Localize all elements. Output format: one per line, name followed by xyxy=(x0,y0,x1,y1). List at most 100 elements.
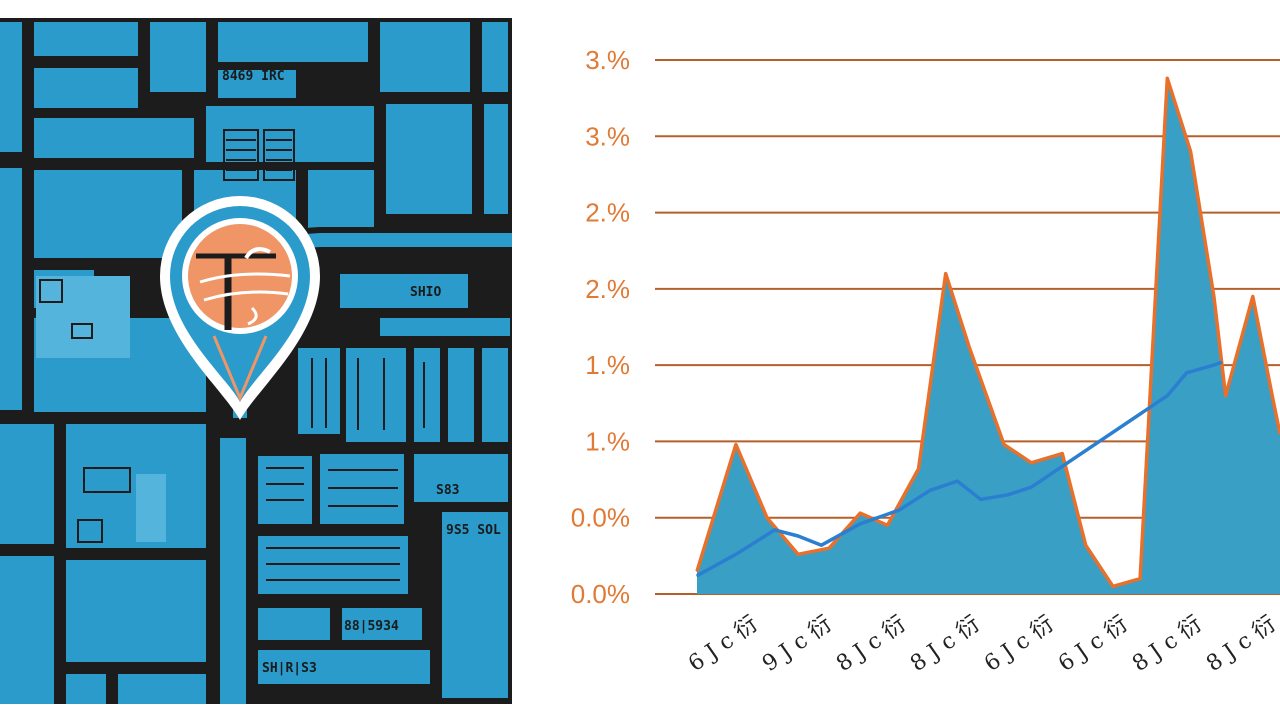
data-point xyxy=(1213,295,1215,298)
data-point xyxy=(797,553,799,556)
city-block xyxy=(484,104,508,214)
city-block xyxy=(220,438,246,704)
city-block xyxy=(34,68,138,108)
data-point xyxy=(1220,361,1223,363)
data-point xyxy=(735,443,737,446)
y-tick-label: 2.% xyxy=(585,198,630,228)
city-block xyxy=(66,560,206,662)
city-block xyxy=(150,22,206,92)
y-tick-label: 1.% xyxy=(585,426,630,456)
area-chart: 0.0%0.0%1.%1.%2.%2.%3.%3.% 6 J c 衍9 J c … xyxy=(571,45,1280,677)
data-point xyxy=(1030,462,1033,464)
city-block xyxy=(258,650,430,684)
data-point xyxy=(1189,150,1192,153)
city-block xyxy=(34,118,194,158)
data-point xyxy=(979,498,982,501)
basketball-court-icon xyxy=(188,224,292,330)
city-block xyxy=(0,424,54,544)
data-point xyxy=(1166,394,1169,397)
city-block xyxy=(346,348,406,442)
city-block xyxy=(258,456,312,524)
data-point xyxy=(1030,486,1033,489)
data-point xyxy=(735,553,737,556)
y-tick-label: 0.0% xyxy=(571,503,630,533)
x-tick-label: 9 J c 衍 xyxy=(758,612,836,677)
city-block xyxy=(448,348,474,442)
data-point xyxy=(820,544,823,546)
building-details xyxy=(39,129,425,581)
y-tick-label: 3.% xyxy=(585,121,630,151)
city-block xyxy=(340,274,468,308)
x-tick-label: 8 J c 衍 xyxy=(1276,612,1280,677)
map-label: S83 xyxy=(436,483,459,498)
city-block xyxy=(380,22,470,92)
data-point xyxy=(956,480,959,482)
city-block xyxy=(34,170,182,258)
data-point xyxy=(968,346,970,348)
map-pin-icon xyxy=(160,196,320,420)
x-tick-label: 8 J c 衍 xyxy=(906,612,984,677)
y-tick-label: 1.% xyxy=(585,350,630,380)
data-point xyxy=(917,468,920,470)
x-tick-label: 8 J c 衍 xyxy=(832,612,910,677)
data-point xyxy=(1061,452,1064,455)
city-block xyxy=(218,70,296,98)
city-block xyxy=(298,348,340,434)
data-point xyxy=(859,523,861,525)
city-block-light xyxy=(136,474,166,542)
map-label: 88|5934 xyxy=(344,619,399,634)
x-tick-label: 8 J c 衍 xyxy=(1128,612,1206,677)
city-block xyxy=(0,22,22,152)
map-labels: 8469 IRC SHIO S83 9S5 SOL 88|5934 SH|R|S… xyxy=(222,69,501,676)
x-tick-label: 6 J c 衍 xyxy=(1054,612,1132,677)
plot-area xyxy=(695,76,1280,595)
data-point xyxy=(1139,577,1141,580)
series-line-blue xyxy=(696,360,1223,578)
city-block xyxy=(0,556,54,704)
y-tick-label: 0.0% xyxy=(571,579,630,609)
data-point xyxy=(1084,544,1087,546)
city-block xyxy=(386,104,472,214)
city-block xyxy=(482,348,508,442)
city-blocks xyxy=(0,22,510,704)
city-block xyxy=(34,22,138,56)
data-point xyxy=(773,529,776,531)
x-tick-label: 8 J c 衍 xyxy=(1202,612,1280,677)
y-axis: 0.0% 0.0% 1.% 1.% 2.% 2.% 3.% 3.% xyxy=(571,45,630,609)
data-point xyxy=(1166,77,1169,80)
map-label: 8469 IRC xyxy=(222,69,285,84)
map-illustration: 8469 IRC SHIO S83 9S5 SOL 88|5934 SH|R|S… xyxy=(0,18,512,704)
y-tick-label: 2.% xyxy=(585,274,630,304)
data-point xyxy=(1252,295,1254,298)
x-tick-label: 6 J c 衍 xyxy=(684,612,762,677)
data-point xyxy=(1112,585,1114,588)
city-block-light xyxy=(36,276,130,358)
city-block xyxy=(308,170,374,230)
city-block xyxy=(414,348,440,442)
street-map: 8469 IRC SHIO S83 9S5 SOL 88|5934 SH|R|S… xyxy=(0,18,512,704)
data-point xyxy=(898,509,900,511)
city-block xyxy=(70,512,126,546)
data-point xyxy=(859,512,861,514)
city-block xyxy=(218,22,368,62)
data-point xyxy=(1271,394,1273,397)
city-block xyxy=(442,512,508,698)
city-block xyxy=(206,106,374,162)
data-point xyxy=(944,272,947,275)
data-point xyxy=(1003,443,1005,446)
data-point xyxy=(766,516,768,519)
city-block xyxy=(258,608,330,640)
data-point xyxy=(886,524,889,527)
data-point xyxy=(696,574,698,577)
map-label: SHIO xyxy=(410,285,441,300)
x-tick-label: 6 J c 衍 xyxy=(980,612,1058,677)
city-block xyxy=(0,168,22,410)
data-point xyxy=(1213,364,1215,366)
city-block xyxy=(342,608,422,640)
data-point xyxy=(797,535,799,537)
city-block xyxy=(482,22,508,92)
data-point xyxy=(1007,494,1009,496)
city-block xyxy=(118,674,206,704)
city-block xyxy=(380,318,510,336)
